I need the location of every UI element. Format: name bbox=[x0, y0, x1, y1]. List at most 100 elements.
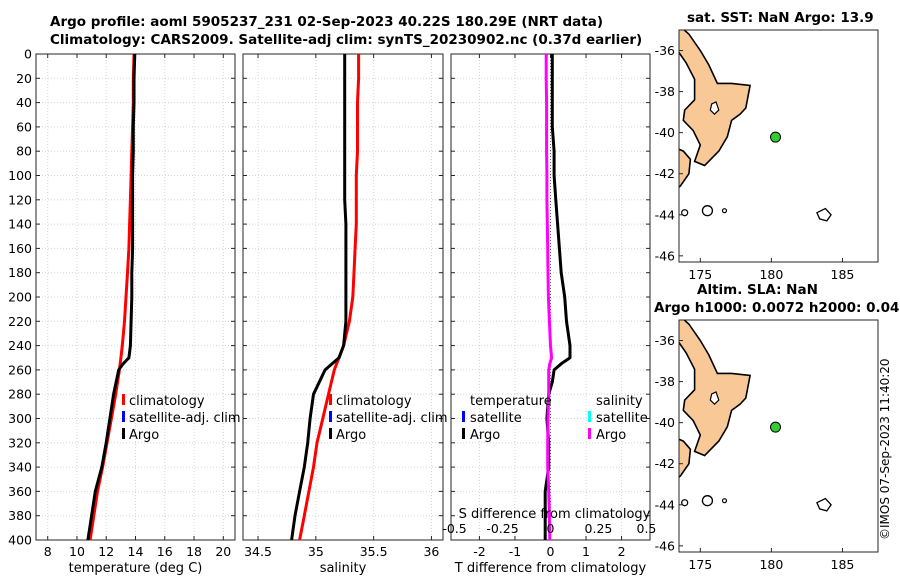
land-south-island bbox=[679, 438, 692, 479]
x-tick-label: 35 bbox=[308, 544, 324, 559]
seamount-outline bbox=[701, 495, 714, 507]
lake-outline bbox=[709, 391, 720, 406]
legend-swatch bbox=[588, 411, 591, 422]
map-x-tick-label: 175 bbox=[688, 267, 712, 282]
x-tick-label: 1 bbox=[582, 544, 590, 559]
y-tick-label: 180 bbox=[8, 265, 32, 280]
map-sla: 175 180 185 -36 -38 -40 -42 -44 -46 bbox=[655, 319, 879, 572]
x-tick-label: 12 bbox=[98, 544, 114, 559]
x-tick-label: 14 bbox=[128, 544, 144, 559]
legend-label: satellite bbox=[596, 411, 648, 426]
x-tick-label-top: 0.25 bbox=[585, 521, 613, 536]
legend-label: Argo bbox=[129, 428, 159, 443]
legend-label: Argo bbox=[596, 428, 626, 443]
map-y-tick-label: -40 bbox=[655, 125, 675, 140]
y-tick-label: 40 bbox=[16, 95, 32, 110]
x-tick-label: 16 bbox=[157, 544, 173, 559]
legend-label: satellite-adj. clim bbox=[129, 411, 241, 426]
y-tick-label: 280 bbox=[8, 387, 32, 402]
title-line-1: Argo profile: aoml 5905237_231 02-Sep-20… bbox=[50, 14, 604, 30]
y-tick-label: 320 bbox=[8, 435, 32, 450]
map-x-tick-label: 185 bbox=[831, 557, 855, 572]
y-tick-label: 100 bbox=[8, 168, 32, 183]
argo-height-title: Argo h1000: 0.0072 h2000: 0.047 bbox=[654, 300, 900, 316]
series-climatology bbox=[298, 54, 361, 541]
y-tick-label: 360 bbox=[8, 484, 32, 499]
map-x-tick-label: 185 bbox=[831, 267, 855, 282]
map-y-tick-label: -46 bbox=[655, 248, 675, 263]
legend-swatch bbox=[122, 411, 125, 422]
x-tick-label: 18 bbox=[186, 544, 202, 559]
x-tick-label: 34.5 bbox=[244, 544, 272, 559]
y-tick-label: 140 bbox=[8, 217, 32, 232]
map-x-tick-label: 180 bbox=[759, 557, 783, 572]
x-tick-label: 8 bbox=[44, 544, 52, 559]
title-line-2: Climatology: CARS2009. Satellite-adj cli… bbox=[50, 32, 643, 48]
panel-salinity: 34.5 35 35.5 36 salinity climatology satellite… bbox=[242, 53, 448, 576]
x-tick-label: 2 bbox=[618, 544, 626, 559]
map-y-tick-label: -36 bbox=[655, 43, 675, 58]
series-argo bbox=[290, 54, 348, 541]
map-y-tick-label: -42 bbox=[655, 456, 675, 471]
y-tick-label: 220 bbox=[8, 314, 32, 329]
map-x-tick-label: 180 bbox=[759, 267, 783, 282]
map-y-tick-label: -44 bbox=[655, 497, 675, 512]
legend-label: climatology bbox=[129, 394, 205, 409]
y-tick-label: 80 bbox=[16, 144, 32, 159]
legend-swatch bbox=[588, 428, 591, 439]
island-outline bbox=[816, 497, 832, 512]
x-tick-label: -1 bbox=[509, 544, 521, 559]
argo-float-marker bbox=[770, 131, 782, 143]
legend-label: Argo bbox=[470, 428, 500, 443]
x-axis-label: T difference from climatology bbox=[454, 561, 647, 576]
sst-title: sat. SST: NaN Argo: 13.9 bbox=[687, 10, 874, 26]
legend-swatch bbox=[329, 394, 332, 405]
x-tick-label-top: 0.5 bbox=[637, 521, 657, 536]
y-tick-label: 120 bbox=[8, 192, 32, 207]
lake-outline bbox=[709, 101, 720, 116]
x-tick-label: 0 bbox=[547, 544, 555, 559]
map-sst: 175 180 185 -36 -38 -40 -42 -44 -46 bbox=[655, 29, 879, 282]
y-tick-label: 0 bbox=[24, 47, 32, 62]
map-y-tick-label: -44 bbox=[655, 207, 675, 222]
x-tick-label-top: 0 bbox=[547, 521, 555, 536]
x-tick-label: 35.5 bbox=[360, 544, 388, 559]
y-tick-label: 300 bbox=[8, 411, 32, 426]
y-tick-label: 380 bbox=[8, 508, 32, 523]
x-axis-label: salinity bbox=[320, 561, 367, 576]
legend-label: satellite-adj. clim bbox=[336, 411, 448, 426]
y-tick-label: 340 bbox=[8, 460, 32, 475]
y-tick-label: 60 bbox=[16, 119, 32, 134]
seamount-outline bbox=[721, 498, 728, 504]
legend-label: Argo bbox=[336, 428, 366, 443]
y-tick-label: 240 bbox=[8, 338, 32, 353]
land-south-island bbox=[679, 148, 692, 189]
x-tick-label-top: -0.25 bbox=[486, 521, 518, 536]
y-tick-label: 160 bbox=[8, 241, 32, 256]
legend-swatch bbox=[122, 394, 125, 405]
y-tick-label: 20 bbox=[16, 71, 32, 86]
land-north-island bbox=[679, 30, 752, 167]
seamount-outline bbox=[681, 209, 689, 217]
seamount-outline bbox=[701, 205, 714, 217]
x-tick-label-top: -0.5 bbox=[442, 521, 466, 536]
land-north-island bbox=[679, 320, 752, 457]
y-tick-label: 400 bbox=[8, 533, 32, 548]
legend-swatch bbox=[329, 411, 332, 422]
legend-swatch bbox=[462, 411, 465, 422]
legend-title: temperature bbox=[470, 394, 552, 409]
x-axis-label: temperature (deg C) bbox=[69, 561, 203, 576]
panel-difference: -2 -1 0 1 2 T difference from climatology temp… bbox=[442, 53, 657, 576]
x-tick-label: 20 bbox=[215, 544, 231, 559]
x-axis-label-top: S difference from climatology bbox=[459, 507, 651, 522]
argo-float-marker bbox=[770, 421, 782, 433]
legend-title: salinity bbox=[596, 394, 643, 409]
sla-title: Altim. SLA: NaN bbox=[697, 282, 818, 298]
map-y-tick-label: -38 bbox=[655, 374, 675, 389]
map-y-tick-label: -46 bbox=[655, 538, 675, 553]
seamount-outline bbox=[681, 499, 689, 507]
legend-swatch bbox=[329, 428, 332, 439]
map-y-tick-label: -40 bbox=[655, 415, 675, 430]
legend-label: climatology bbox=[336, 394, 412, 409]
